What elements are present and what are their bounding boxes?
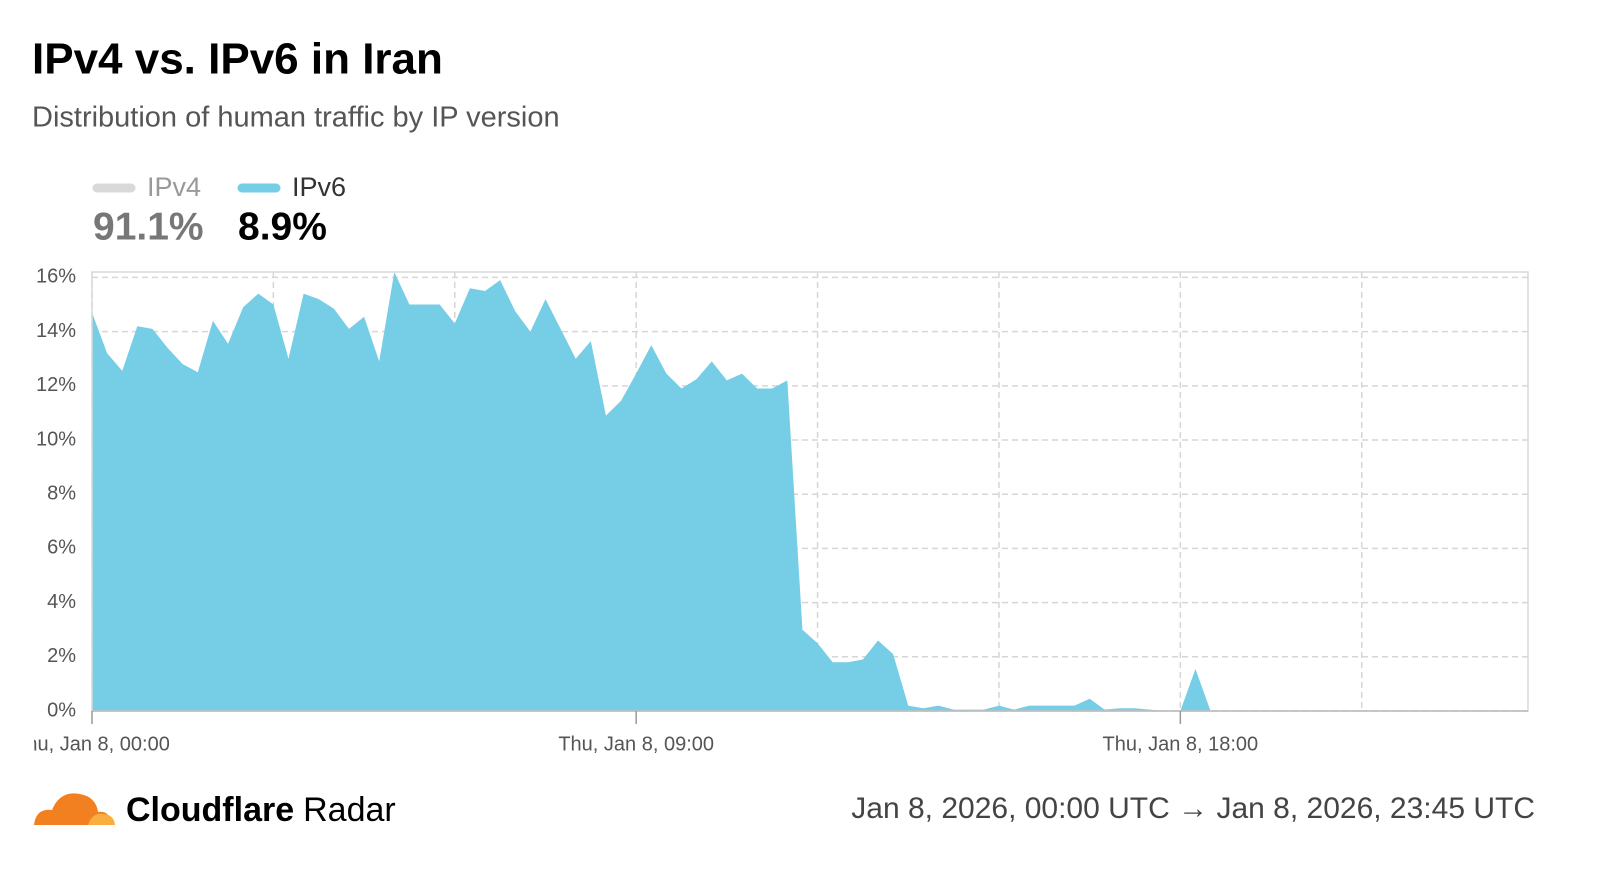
product: Radar <box>303 791 396 829</box>
y-tick-label: 12% <box>36 374 76 396</box>
area <box>92 272 1211 711</box>
x-tick-label: Thu, Jan 8, 18:00 <box>1103 733 1259 755</box>
legend-total: 8.9% <box>238 205 327 248</box>
x-tick-label: Thu, Jan 8, 09:00 <box>558 733 714 755</box>
date-range: Jan 8, 2026, 00:00 UTC → Jan 8, 2026, 23… <box>851 792 1535 825</box>
chart-subtitle: Distribution of human traffic by IP vers… <box>32 102 560 134</box>
legend-label[interactable]: IPv6 <box>292 172 346 202</box>
legend-total: 91.1% <box>93 205 204 248</box>
y-tick-label: 14% <box>36 320 76 342</box>
y-tick-label: 8% <box>47 482 76 504</box>
y-tick-label: 2% <box>47 645 76 667</box>
logo <box>34 793 115 825</box>
brand: Cloudflare <box>126 791 294 829</box>
y-tick-label: 4% <box>47 591 76 613</box>
y-tick-label: 0% <box>47 699 76 721</box>
y-tick-label: 16% <box>36 266 76 288</box>
chart-title: IPv4 vs. IPv6 in Iran <box>32 35 443 84</box>
y-tick-label: 6% <box>47 537 76 559</box>
legend-label[interactable]: IPv4 <box>147 172 201 202</box>
y-tick-label: 10% <box>36 428 76 450</box>
x-tick-label: Thu, Jan 8, 00:00 <box>14 733 170 755</box>
